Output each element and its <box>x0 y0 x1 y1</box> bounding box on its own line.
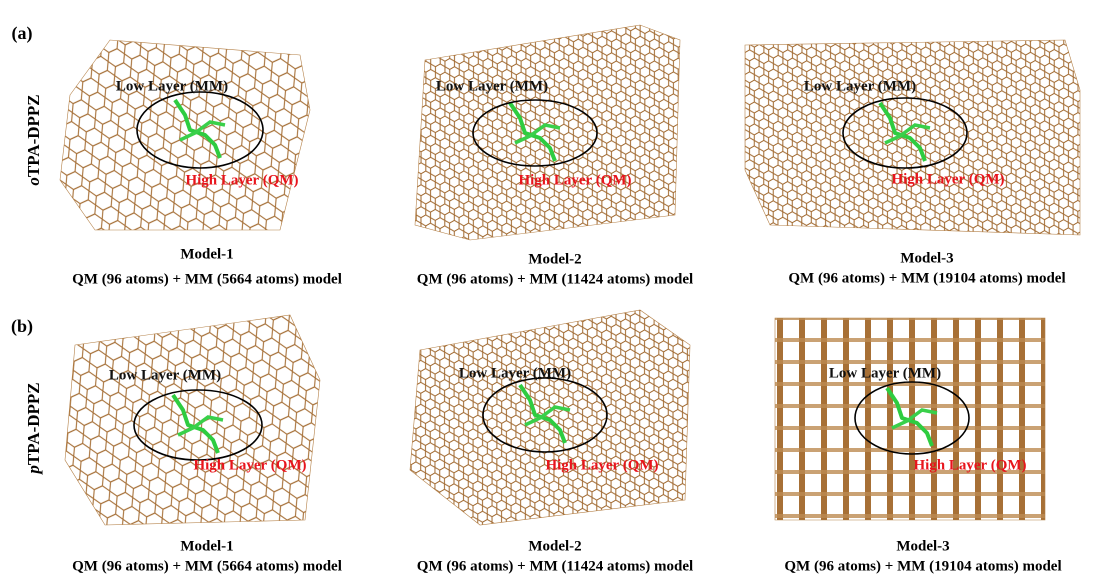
mm-region <box>415 25 680 240</box>
low-layer-label: Low Layer (MM) <box>116 78 228 94</box>
low-layer-label: Low Layer (MM) <box>109 367 221 383</box>
model-name: Model-2 <box>528 538 581 554</box>
figure: (a)oTPA-DPPZLow Layer (MM)High Layer (QM… <box>0 0 1094 579</box>
molecule-name: TPA-DPPZ <box>24 382 43 465</box>
molecule-label: oTPA-DPPZ <box>24 94 43 185</box>
model-name: Model-2 <box>528 251 581 267</box>
model-name: Model-1 <box>180 538 233 554</box>
high-layer-label: High Layer (QM) <box>518 172 631 188</box>
model-description: QM (96 atoms) + MM (19104 atoms) model <box>784 558 1061 574</box>
mm-region <box>745 40 1080 235</box>
mm-region <box>410 310 690 525</box>
high-layer-label: High Layer (QM) <box>891 171 1004 187</box>
molecule-label: pTPA-DPPZ <box>24 382 43 475</box>
low-layer-label: Low Layer (MM) <box>459 365 571 381</box>
low-layer-label: Low Layer (MM) <box>436 78 548 94</box>
molecule-prefix: o <box>24 177 43 186</box>
model-description: QM (96 atoms) + MM (11424 atoms) model <box>417 271 693 287</box>
model-name: Model-3 <box>900 250 953 266</box>
model-description: QM (96 atoms) + MM (11424 atoms) model <box>417 558 693 574</box>
model-name: Model-1 <box>180 246 233 262</box>
model-description: QM (96 atoms) + MM (5664 atoms) model <box>72 558 342 574</box>
high-layer-label: High Layer (QM) <box>545 457 658 473</box>
high-layer-label: High Layer (QM) <box>185 172 298 188</box>
molecule-name: TPA-DPPZ <box>24 94 43 177</box>
mm-region <box>60 40 310 230</box>
mm-region <box>65 315 320 525</box>
model-name: Model-3 <box>896 538 949 554</box>
molecule-prefix: p <box>24 465 43 476</box>
high-layer-label: High Layer (QM) <box>913 457 1026 473</box>
model-description: QM (96 atoms) + MM (19104 atoms) model <box>788 270 1065 286</box>
high-layer-label: High Layer (QM) <box>193 457 306 473</box>
model-description: QM (96 atoms) + MM (5664 atoms) model <box>72 271 342 287</box>
panel-label: (b) <box>11 316 33 337</box>
low-layer-label: Low Layer (MM) <box>804 78 916 94</box>
low-layer-label: Low Layer (MM) <box>829 365 941 381</box>
panel-label: (a) <box>12 23 33 44</box>
